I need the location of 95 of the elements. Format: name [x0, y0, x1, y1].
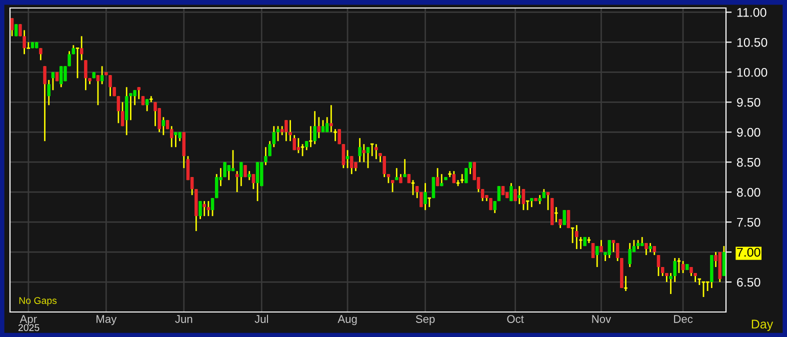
- candlestick: [231, 149, 235, 172]
- y-tick-label: 8.00: [736, 188, 760, 197]
- x-tick-label: Nov: [592, 315, 612, 323]
- candlestick: [497, 185, 501, 202]
- candlestick: [43, 65, 46, 142]
- candlestick: [284, 119, 288, 142]
- candlestick: [120, 101, 124, 127]
- candlestick: [608, 239, 612, 259]
- candlestick: [154, 101, 157, 127]
- y-tick-label: 8.50: [736, 158, 760, 167]
- candlestick: [575, 224, 578, 250]
- candlestick: [546, 191, 550, 211]
- candlestick: [464, 167, 468, 184]
- x-tick-label: Aug: [338, 315, 357, 326]
- candlestick: [96, 74, 100, 106]
- candlestick: [80, 35, 84, 61]
- candlestick: [202, 200, 206, 217]
- candlestick: [390, 179, 394, 193]
- candlestick: [480, 188, 484, 202]
- y-tick-label: 6.50: [737, 278, 760, 287]
- y-tick-label: 11.00: [737, 8, 766, 17]
- candlestick: [432, 176, 436, 199]
- candlestick: [325, 116, 329, 133]
- candlestick: [137, 86, 141, 100]
- x-tick-label: Oct: [507, 315, 524, 323]
- candlestick: [162, 116, 166, 136]
- candlestick: [342, 143, 346, 169]
- candlestick: [108, 74, 112, 97]
- candlestick: [362, 143, 366, 163]
- candlestick: [374, 143, 378, 160]
- candlestick: [562, 209, 566, 226]
- candlestick: [235, 170, 239, 193]
- candlestick: [51, 71, 55, 91]
- candlestick: [681, 260, 685, 274]
- candlestick: [256, 161, 260, 202]
- y-tick-label: 9.50: [737, 98, 760, 107]
- candlestick: [84, 59, 88, 91]
- candlestick: [350, 155, 354, 175]
- y-tick-label: 10.00: [737, 68, 768, 77]
- annotation: No Gaps: [19, 297, 57, 306]
- candlestick: [330, 104, 333, 133]
- candlestick: [68, 50, 71, 67]
- y-tick-label: 7.50: [737, 218, 760, 227]
- candlestick: [628, 242, 632, 268]
- y-tick-label: 9.00: [737, 128, 760, 137]
- candlestick: [518, 185, 522, 205]
- candlestick: [338, 128, 341, 145]
- candlestick: [116, 95, 120, 124]
- candlestick: [174, 131, 178, 148]
- candlestick: [100, 65, 104, 85]
- x-tick-label: Jun: [175, 315, 192, 323]
- text: 2025: [18, 324, 40, 332]
- candlestick: [566, 209, 570, 229]
- candlestick: [60, 65, 63, 88]
- candlestick: [656, 254, 660, 277]
- candlestick: [510, 182, 513, 202]
- candlestick: [522, 188, 526, 211]
- candlestick: [198, 200, 202, 220]
- candlestick: [644, 242, 648, 256]
- text: Day: [752, 320, 774, 331]
- candlestick: [252, 173, 256, 190]
- candlestick: [296, 137, 300, 154]
- x-tick-label: Dec: [674, 315, 693, 323]
- candlestick: [424, 182, 427, 211]
- candlestick: [170, 125, 174, 148]
- candlestick: [276, 125, 280, 142]
- candlestick: [493, 200, 496, 214]
- candlestick: [612, 239, 616, 253]
- candlestick: [206, 200, 210, 217]
- candlestick: [313, 110, 316, 145]
- candlestick: [39, 47, 42, 61]
- candlestick: [595, 245, 599, 268]
- candlestick: [227, 164, 231, 181]
- candlestick: [358, 137, 362, 163]
- candlestick: [317, 116, 321, 139]
- candlestick: [10, 18, 14, 37]
- x-tick-label: May: [96, 315, 117, 326]
- candlestick: [366, 146, 370, 169]
- candlestick: [210, 197, 214, 217]
- candlestick: [436, 167, 440, 187]
- candlestick: [591, 242, 595, 259]
- candlestick: [124, 86, 128, 136]
- candlestick: [382, 155, 386, 178]
- x-tick-label: Jul: [254, 314, 268, 323]
- candlestick: [346, 149, 350, 169]
- x-tick-label: Sep: [416, 315, 435, 326]
- candlestick: [182, 131, 186, 169]
- x-tick-label: Apr: [20, 315, 37, 326]
- y-tick-label: 10.50: [737, 38, 768, 47]
- candlestick: [64, 65, 67, 82]
- candlestick: [133, 89, 136, 106]
- y-tick-label: 7.00: [737, 248, 760, 257]
- candlestick: [722, 245, 726, 277]
- candlestick: [403, 158, 406, 178]
- candlestick: [145, 98, 149, 112]
